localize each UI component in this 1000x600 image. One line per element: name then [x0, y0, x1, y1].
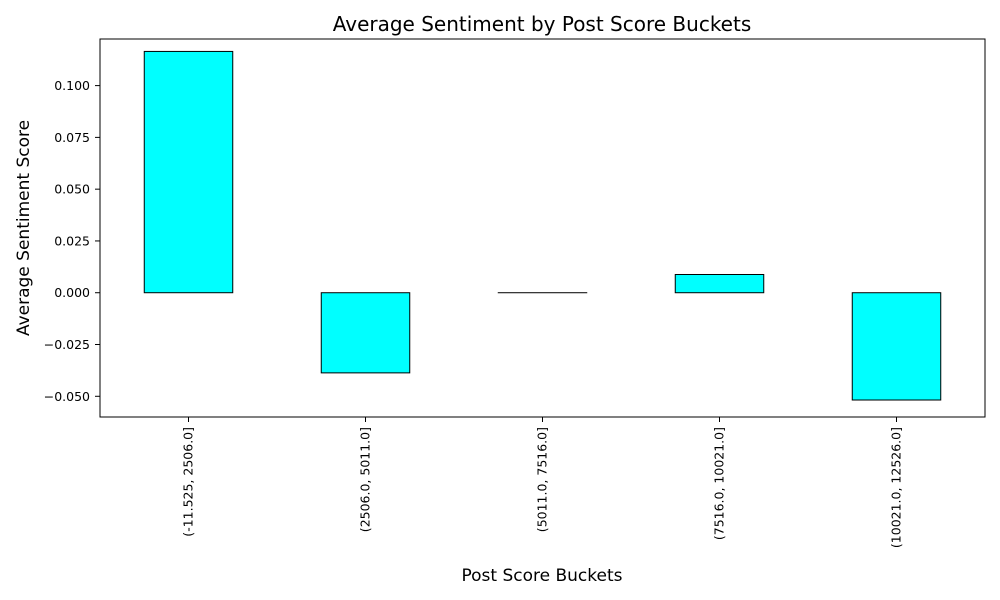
- x-tick-label: (2506.0, 5011.0]: [358, 427, 373, 532]
- bars-group: [143, 50, 942, 401]
- chart-title: Average Sentiment by Post Score Buckets: [333, 12, 752, 36]
- bar: [851, 292, 942, 401]
- plot-frame: [99, 38, 986, 418]
- y-axis-ticks: −0.050 −0.025 0.000 0.025 0.050 0.075 0.100: [44, 78, 100, 404]
- y-tick-label: 0.050: [54, 182, 90, 197]
- y-tick-label: −0.050: [44, 389, 90, 404]
- y-tick-label: 0.100: [54, 78, 90, 93]
- x-axis-label: Post Score Buckets: [462, 566, 623, 586]
- bar: [674, 273, 765, 294]
- x-tick-label: (5011.0, 7516.0]: [535, 427, 550, 532]
- x-tick-label: (10021.0, 12526.0]: [889, 427, 904, 548]
- bar: [143, 50, 234, 294]
- y-tick-label: 0.075: [54, 130, 90, 145]
- y-tick-label: 0.000: [54, 285, 90, 300]
- y-tick-label: 0.025: [54, 233, 90, 248]
- y-tick-label: −0.025: [44, 337, 90, 352]
- y-axis-label: Average Sentiment Score: [14, 120, 34, 336]
- x-tick-label: (-11.525, 2506.0]: [181, 427, 196, 537]
- x-axis-ticks: (-11.525, 2506.0] (2506.0, 5011.0] (5011.0…: [181, 417, 904, 548]
- x-tick-label: (7516.0, 10021.0]: [712, 427, 727, 540]
- bar: [320, 292, 411, 374]
